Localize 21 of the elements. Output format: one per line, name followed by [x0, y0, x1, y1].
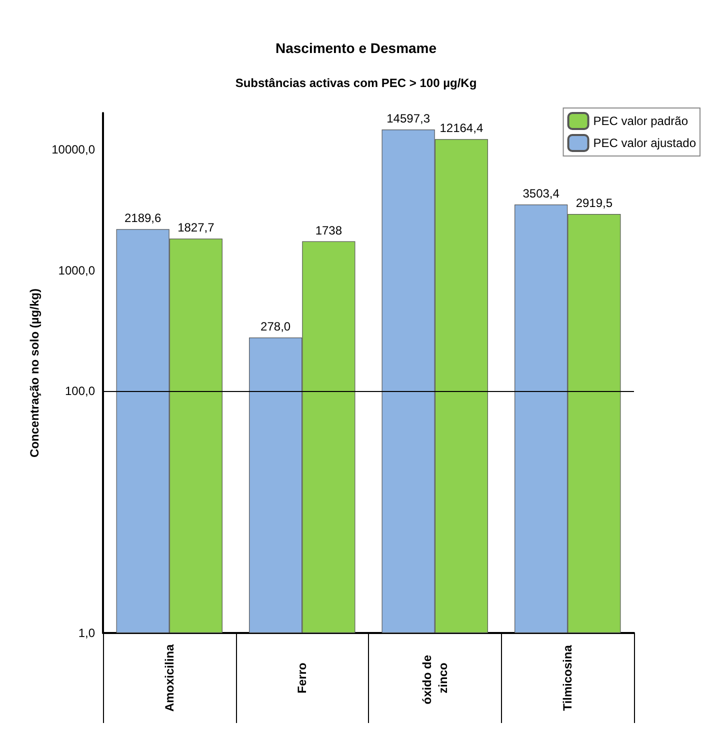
data-label: 12164,4	[440, 121, 484, 136]
x-tick-label: Ferro	[295, 662, 310, 694]
data-label: 278,0	[260, 320, 291, 334]
x-tick-label: Amoxicilina	[162, 644, 176, 712]
data-label: 2919,5	[576, 196, 613, 210]
data-label: 1738	[315, 223, 342, 238]
legend-label: PEC valor padrão	[593, 114, 688, 128]
chart-title: Nascimento e Desmame	[275, 40, 437, 56]
y-tick-label: 1000,0	[58, 263, 96, 278]
y-axis-title: Concentração no solo (µg/kg)	[28, 288, 42, 458]
chart-subtitle: Substâncias activas com PEC > 100 µg/Kg	[235, 76, 477, 90]
y-tick-label: 10000,0	[52, 142, 96, 156]
data-label: 2189,6	[124, 211, 162, 226]
x-tick-label: óxido de zinco	[420, 652, 450, 704]
x-tick-label: Tilmicosina	[560, 644, 575, 711]
legend-label: PEC valor ajustado	[593, 136, 696, 150]
data-label: 14597,3	[386, 112, 430, 126]
data-label: 1827,7	[178, 220, 215, 235]
data-label: 3503,4	[522, 186, 560, 200]
y-tick-label: 100,0	[64, 384, 96, 398]
y-tick-label: 1,0	[78, 626, 96, 640]
